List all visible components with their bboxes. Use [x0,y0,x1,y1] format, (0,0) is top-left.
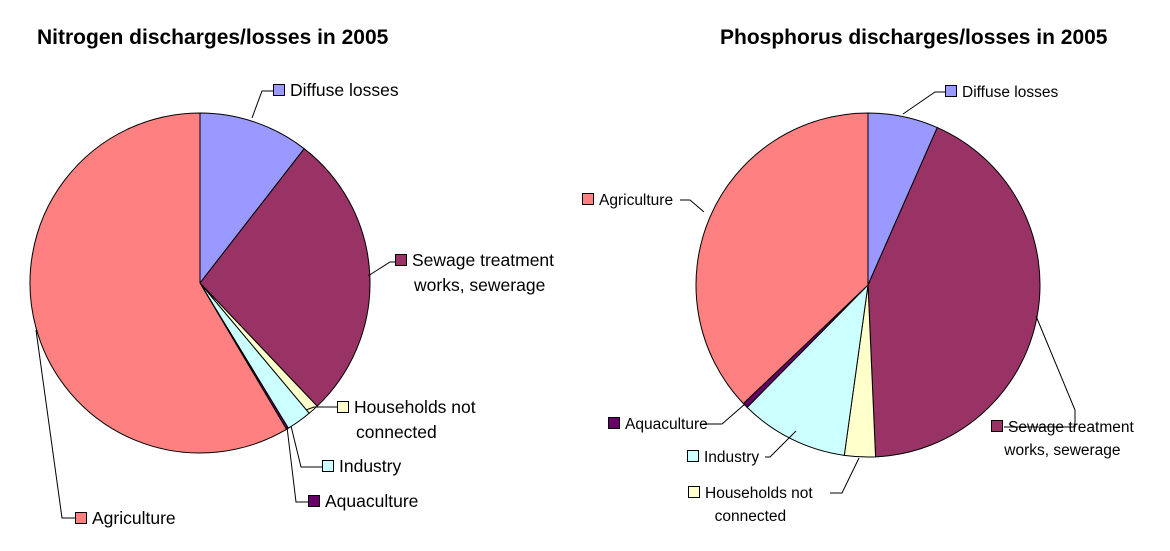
p-label-diffuse: Diffuse losses [945,81,1058,104]
label-text: connected [714,508,787,525]
legend-swatch [395,254,407,266]
p-label-agriculture: Agriculture [582,189,673,212]
leader-line [1004,315,1076,428]
label-text: Diffuse losses [290,80,399,100]
p-label-sewage: Sewage treatment works, sewerage [991,416,1134,462]
label-text: Diffuse losses [962,84,1059,101]
leader-line [290,425,325,468]
p-label-households: Households not connected [688,482,813,528]
leader-line [305,406,340,411]
p-slice-sewage-treatment-works-sewerage [867,126,1041,458]
leader-line [35,329,78,519]
legend-swatch [582,193,594,205]
phosphorus-chart-title: Phosphorus discharges/losses in 2005 [720,26,1108,49]
leader-line [680,199,705,213]
nitrogen-chart-title: Nitrogen discharges/losses in 2005 [37,26,389,49]
label-text: Households not [705,485,813,502]
legend-swatch [337,401,349,413]
leader-line [367,261,398,277]
n-label-aquaculture: Aquaculture [308,489,418,514]
label-text: Households not [354,397,476,417]
legend-swatch [687,450,699,462]
label-text: Agriculture [599,192,674,209]
label-text: Aquaculture [325,491,419,511]
label-text: Industry [704,449,760,466]
leader-line [251,90,276,119]
leader-line [902,91,948,115]
n-slice-diffuse-losses [199,112,305,285]
label-text: Aquaculture [625,416,708,433]
p-slice-agriculture [695,112,869,405]
label-text: Sewage treatment [1008,419,1134,436]
legend-swatch [991,420,1003,432]
n-slice-agriculture [29,112,288,454]
label-text: Sewage treatment [412,250,555,270]
p-slice-industry [746,283,869,456]
p-label-aquaculture: Aquaculture [608,413,708,436]
n-label-diffuse: Diffuse losses [273,78,399,103]
legend-swatch [322,460,334,472]
legend-swatch [308,495,320,507]
legend-swatch [608,417,620,429]
label-text: Agriculture [92,508,176,528]
p-label-industry: Industry [687,446,759,469]
label-text: works, sewerage [1004,442,1121,459]
legend-swatch [945,85,957,97]
legend-swatch [273,84,285,96]
leader-line [703,403,746,425]
label-text: connected [356,422,437,442]
n-label-agriculture: Agriculture [75,506,176,531]
legend-swatch [688,486,700,498]
leader-line [765,430,797,458]
n-label-sewage: Sewage treatment works, sewerage [395,248,554,298]
leader-line [830,457,860,494]
label-text: works, sewerage [414,275,546,295]
legend-swatch [75,512,87,524]
n-label-industry: Industry [322,454,401,479]
leader-line [286,426,311,503]
n-label-households: Households not connected [337,395,476,445]
label-text: Industry [339,456,402,476]
